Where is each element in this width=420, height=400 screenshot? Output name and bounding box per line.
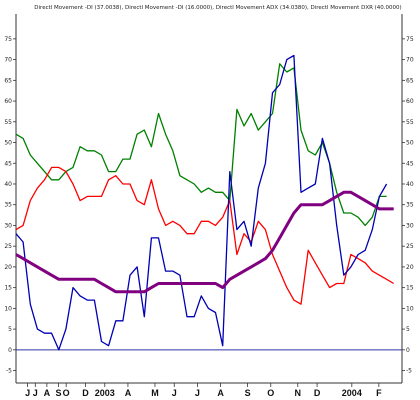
y-tick-label-right: 15 bbox=[406, 285, 414, 292]
y-tick-label-left: 65 bbox=[4, 77, 12, 84]
series-line-1 bbox=[15, 63, 387, 227]
y-tick-label-left: 15 bbox=[4, 285, 12, 292]
y-tick-label-left: -5 bbox=[6, 368, 12, 375]
y-tick-label-right: 0 bbox=[406, 347, 410, 354]
y-axis-right: -5 0 5 10 15 20 25 30 35 40 45 50 55 60 65 70 75 bbox=[401, 14, 414, 383]
y-tick-label-right: 25 bbox=[406, 243, 414, 250]
y-tick-label-right: -5 bbox=[406, 368, 412, 375]
x-tick-label: A bbox=[125, 388, 132, 398]
series-line-2 bbox=[15, 166, 395, 305]
x-tick-label: O bbox=[63, 388, 70, 398]
y-tick-label-right: 5 bbox=[406, 326, 410, 333]
x-tick-label: F bbox=[376, 388, 382, 398]
y-tick-label-right: 45 bbox=[406, 160, 414, 167]
y-tick-label-left: 75 bbox=[4, 36, 12, 43]
y-tick-label-right: 40 bbox=[406, 181, 414, 188]
x-tick-label: J bbox=[33, 388, 38, 398]
x-tick-label: J bbox=[25, 388, 30, 398]
x-tick-label: 2003 bbox=[95, 388, 115, 398]
y-tick-label-right: 60 bbox=[406, 98, 414, 105]
x-tick-label: A bbox=[217, 388, 224, 398]
y-tick-label-left: 55 bbox=[4, 119, 12, 126]
y-tick-label-left: 70 bbox=[4, 57, 12, 64]
y-tick-label-left: 50 bbox=[4, 140, 12, 147]
y-tick-label-left: 5 bbox=[8, 326, 12, 333]
x-tick-label: J bbox=[195, 388, 200, 398]
y-tick-label-left: 35 bbox=[4, 202, 12, 209]
y-tick-label-left: 30 bbox=[4, 222, 12, 229]
y-tick-label-right: 75 bbox=[406, 36, 414, 43]
x-tick-label: M bbox=[151, 388, 159, 398]
x-tick-label: S bbox=[55, 388, 61, 398]
y-tick-label-left: 25 bbox=[4, 243, 12, 250]
series-line-4 bbox=[15, 190, 394, 294]
x-tick-label: N bbox=[295, 388, 302, 398]
x-tick-label: D bbox=[82, 388, 89, 398]
x-tick-label: J bbox=[172, 388, 177, 398]
x-tick-label: A bbox=[44, 388, 51, 398]
x-axis: J J A S O D 2003 A M J J A S O N D 2004 F bbox=[16, 382, 402, 398]
chart-title: Directl Movement -DI (37.0038), Directl … bbox=[34, 5, 401, 11]
y-tick-label-right: 20 bbox=[406, 264, 414, 271]
y-tick-label-right: 65 bbox=[406, 77, 414, 84]
y-tick-label-right: 30 bbox=[406, 222, 414, 229]
y-tick-label-left: 10 bbox=[4, 305, 12, 312]
y-tick-label-left: 45 bbox=[4, 160, 12, 167]
x-tick-label: S bbox=[245, 388, 251, 398]
x-tick-label: O bbox=[267, 388, 274, 398]
y-tick-label-right: 10 bbox=[406, 305, 414, 312]
y-tick-label-left: 20 bbox=[4, 264, 12, 271]
y-tick-label-left: 60 bbox=[4, 98, 12, 105]
y-tick-label-right: 50 bbox=[406, 140, 414, 147]
series-line-3 bbox=[15, 54, 388, 351]
y-axis-left: -5 0 5 10 15 20 25 30 35 40 45 50 55 60 65 70 75 bbox=[4, 14, 17, 383]
y-tick-label-right: 35 bbox=[406, 202, 414, 209]
x-tick-label: D bbox=[314, 388, 321, 398]
y-tick-label-right: 55 bbox=[406, 119, 414, 126]
y-tick-label-right: 70 bbox=[406, 57, 414, 64]
y-tick-label-left: 0 bbox=[8, 347, 12, 354]
y-tick-label-left: 40 bbox=[4, 181, 12, 188]
series-layer bbox=[15, 54, 395, 351]
x-tick-label: 2004 bbox=[342, 388, 362, 398]
